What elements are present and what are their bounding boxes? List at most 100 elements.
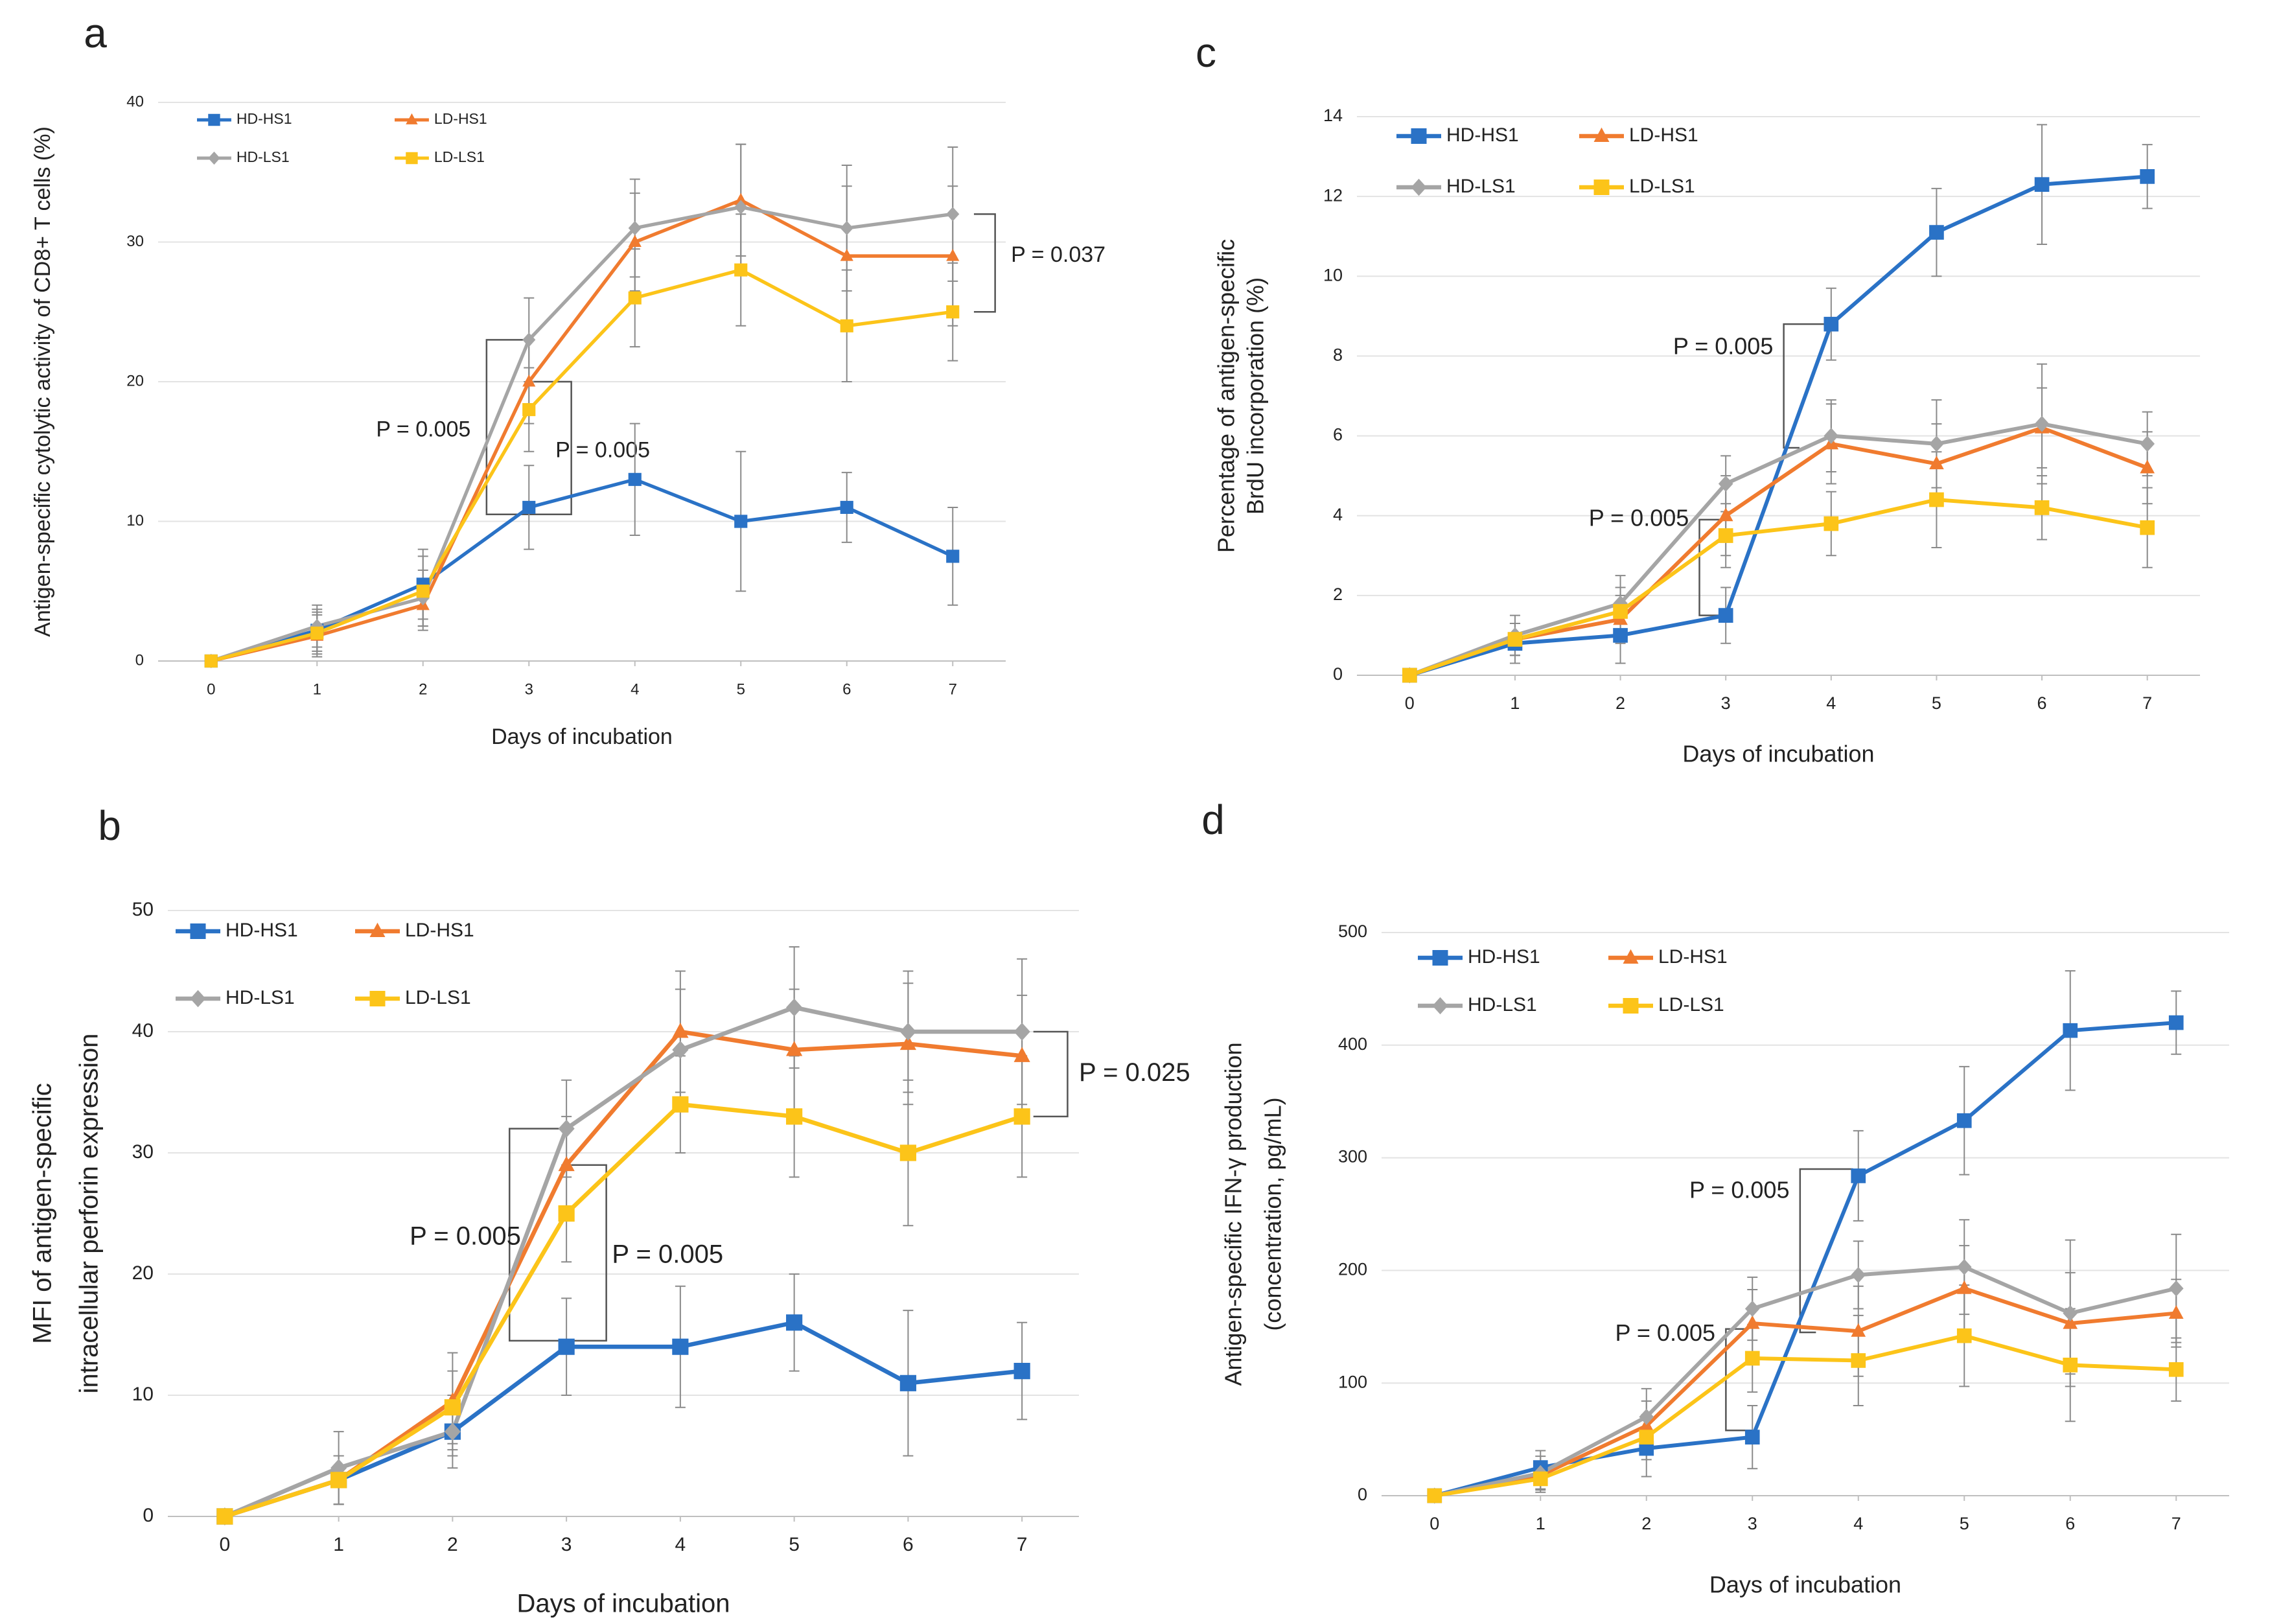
marker	[1013, 1047, 1030, 1062]
marker	[946, 248, 960, 261]
marker	[840, 500, 853, 515]
marker	[1929, 492, 1944, 507]
legend-marker	[1411, 178, 1427, 196]
marker	[2140, 435, 2155, 452]
marker	[1956, 1259, 1972, 1275]
marker	[1956, 1113, 1972, 1128]
marker	[1639, 1441, 1654, 1456]
legend-label: HD-LS1	[237, 148, 290, 165]
marker	[1929, 435, 1944, 452]
marker	[1851, 1168, 1866, 1183]
legend-label: LD-LS1	[405, 987, 471, 1008]
marker	[899, 1034, 916, 1050]
annotation: P = 0.005	[410, 1222, 521, 1250]
legend-marker	[1432, 950, 1448, 966]
y-tick-label: 40	[126, 93, 144, 110]
marker	[1402, 667, 1417, 683]
marker	[734, 263, 748, 277]
series-line	[1434, 1265, 2177, 1498]
legend-label: HD-LS1	[226, 987, 295, 1008]
legend-label: LD-HS1	[1658, 946, 1728, 968]
x-tick-label: 5	[1932, 693, 1941, 713]
y-tick-label: 100	[1338, 1372, 1367, 1391]
series-line	[1409, 422, 2148, 677]
marker	[216, 1508, 233, 1525]
marker	[1613, 604, 1628, 619]
x-tick-label: 7	[949, 680, 957, 698]
marker	[1718, 608, 1733, 623]
y-tick-label: 14	[1323, 106, 1343, 125]
series-line	[1409, 498, 2148, 677]
marker	[330, 1472, 347, 1489]
marker	[786, 1041, 803, 1056]
legend-marker	[190, 990, 206, 1008]
marker	[1639, 1408, 1654, 1425]
y-tick-label: 6	[1333, 425, 1343, 445]
x-tick-label: 2	[447, 1534, 458, 1555]
marker	[1744, 1301, 1760, 1317]
marker	[899, 1144, 916, 1161]
panel: d 0 100 200 300 400 500 0 1 2 3 4 5 6 7 Antigen-specifi…	[1201, 796, 2229, 1598]
marker	[2140, 520, 2155, 535]
marker	[628, 235, 642, 248]
marker	[1718, 475, 1733, 492]
marker	[899, 1375, 916, 1391]
legend-marker	[190, 923, 206, 939]
x-tick-label: 6	[842, 680, 851, 698]
marker	[522, 374, 536, 387]
x-tick-label: 1	[313, 680, 321, 698]
marker	[2168, 1305, 2184, 1319]
y-axis-label: (concentration, pg/mL)	[1260, 1097, 1286, 1330]
marker	[2140, 459, 2155, 474]
marker	[786, 1108, 803, 1125]
legend-marker	[406, 152, 418, 165]
x-axis-label: Days of incubation	[516, 1590, 730, 1618]
x-tick-label: 0	[207, 680, 215, 698]
x-axis-label: Days of incubation	[1682, 741, 1874, 767]
marker	[1427, 1488, 1442, 1503]
marker	[558, 1155, 575, 1172]
marker	[416, 590, 430, 606]
bracket	[566, 1164, 607, 1342]
marker	[1013, 1363, 1030, 1380]
annotation: P = 0.005	[376, 417, 470, 441]
series-line	[1434, 1286, 2177, 1498]
legend-label: LD-LS1	[434, 148, 485, 165]
marker	[899, 1023, 916, 1041]
marker	[1851, 1323, 1866, 1337]
panel: b 0 10 20 30 40 50 0 1 2 3 4 5 6 7 MFI of antigen-speci…	[29, 802, 1190, 1618]
y-axis-label: Antigen-specific cytolytic activity of C…	[30, 126, 55, 637]
x-tick-label: 5	[737, 680, 745, 698]
x-tick-label: 6	[903, 1534, 914, 1555]
y-tick-label: 400	[1338, 1034, 1367, 1054]
marker	[2063, 1315, 2078, 1329]
bracket	[1033, 1030, 1069, 1118]
x-tick-label: 0	[1430, 1514, 1439, 1533]
annotation: P = 0.005	[555, 438, 650, 463]
marker	[840, 220, 853, 236]
y-tick-label: 300	[1338, 1147, 1367, 1166]
x-tick-label: 2	[1641, 1514, 1651, 1533]
x-tick-label: 2	[1615, 693, 1625, 713]
legend-marker	[1593, 127, 1610, 142]
marker	[672, 1023, 689, 1038]
y-tick-label: 20	[126, 372, 144, 389]
y-tick-label: 20	[132, 1262, 154, 1284]
series-line	[224, 1005, 1023, 1519]
x-tick-label: 4	[1826, 693, 1836, 713]
y-tick-label: 500	[1338, 922, 1367, 941]
legend-marker	[1411, 128, 1427, 144]
marker	[522, 500, 536, 515]
marker	[558, 1338, 575, 1355]
bracket	[1783, 323, 1831, 449]
annotation: P = 0.005	[1589, 504, 1689, 531]
marker	[444, 1399, 461, 1416]
marker	[1824, 428, 1839, 445]
marker	[330, 1459, 347, 1478]
x-axis-label: Days of incubation	[491, 725, 673, 749]
marker	[1851, 1266, 1866, 1283]
marker	[2168, 1362, 2184, 1377]
legend-marker	[1432, 997, 1448, 1015]
